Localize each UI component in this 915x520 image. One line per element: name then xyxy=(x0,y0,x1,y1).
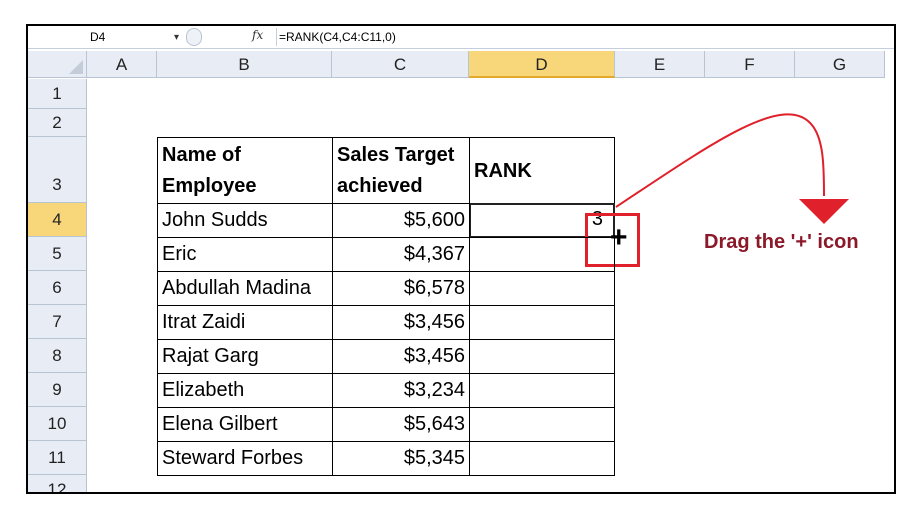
table-cell-name[interactable]: Abdullah Madina xyxy=(157,271,333,306)
table-cell-name[interactable]: Eric xyxy=(157,237,333,272)
column-header-d[interactable]: D xyxy=(469,51,615,78)
annotation-label: Drag the '+' icon xyxy=(704,231,859,253)
table-cell-name[interactable]: Steward Forbes xyxy=(157,441,333,476)
selected-cell-value: 3 xyxy=(591,208,603,230)
name-box-value: D4 xyxy=(90,30,106,44)
row-header-11[interactable]: 11 xyxy=(28,441,87,475)
table-cell-sales[interactable]: $5,345 xyxy=(332,441,470,476)
table-cell-name[interactable]: Elena Gilbert xyxy=(157,407,333,442)
spreadsheet-window: D4 ▾ fx =RANK(C4,C4:C11,0) A B C D E F G… xyxy=(26,24,896,494)
table-cell-rank[interactable] xyxy=(469,407,615,442)
column-header-f[interactable]: F xyxy=(705,51,795,78)
header-sales-line2: achieved xyxy=(337,175,423,197)
header-name-line2: Employee xyxy=(162,175,257,197)
formula-bar: D4 ▾ fx =RANK(C4,C4:C11,0) xyxy=(28,26,894,49)
table-cell-sales[interactable]: $4,367 xyxy=(332,237,470,272)
table-cell-name[interactable]: John Sudds xyxy=(157,203,333,238)
row-header-8[interactable]: 8 xyxy=(28,339,87,373)
table-cell-sales[interactable]: $3,456 xyxy=(332,339,470,374)
formula-input[interactable]: =RANK(C4,C4:C11,0) xyxy=(276,28,889,46)
table-cell-rank[interactable] xyxy=(469,237,615,272)
row-header-10[interactable]: 10 xyxy=(28,407,87,441)
name-box[interactable]: D4 ▾ xyxy=(28,28,180,46)
table-cell-sales[interactable]: $5,643 xyxy=(332,407,470,442)
row-header-7[interactable]: 7 xyxy=(28,305,87,339)
chevron-down-icon[interactable]: ▾ xyxy=(174,32,180,43)
row-header-6[interactable]: 6 xyxy=(28,271,87,305)
column-header-c[interactable]: C xyxy=(332,51,469,78)
column-header-g[interactable]: G xyxy=(795,51,885,78)
table-cell-name[interactable]: Elizabeth xyxy=(157,373,333,408)
select-all-corner[interactable] xyxy=(28,51,87,78)
table-cell-rank[interactable] xyxy=(469,305,615,340)
table-cell-sales[interactable]: $3,234 xyxy=(332,373,470,408)
table-cell-rank[interactable] xyxy=(469,339,615,374)
column-header-a[interactable]: A xyxy=(87,51,157,78)
row-header-12[interactable]: 12 xyxy=(28,475,87,492)
table-cell-sales[interactable]: $6,578 xyxy=(332,271,470,306)
fill-handle-highlight xyxy=(585,213,640,267)
table-cell-name[interactable]: Itrat Zaidi xyxy=(157,305,333,340)
column-headers: A B C D E F G xyxy=(28,51,894,79)
row-header-3[interactable]: 3 xyxy=(28,137,87,203)
table-cell-sales[interactable]: $3,456 xyxy=(332,305,470,340)
column-header-b[interactable]: B xyxy=(157,51,332,78)
formula-bar-splitter[interactable] xyxy=(186,28,202,46)
row-header-2[interactable]: 2 xyxy=(28,109,87,137)
header-sales-line1: Sales Target xyxy=(337,144,455,166)
column-header-e[interactable]: E xyxy=(615,51,705,78)
table-cell-rank[interactable] xyxy=(469,373,615,408)
header-name-line1: Name of xyxy=(162,144,241,166)
arrow-curve xyxy=(615,113,825,208)
table-cell-sales[interactable]: $5,600 xyxy=(332,203,470,238)
table-cell-name[interactable]: Rajat Garg xyxy=(157,339,333,374)
annotation-arrow xyxy=(615,113,849,224)
arrow-head-icon xyxy=(799,199,849,224)
table-cell-rank[interactable] xyxy=(469,271,615,306)
row-header-5[interactable]: 5 xyxy=(28,237,87,271)
row-header-4[interactable]: 4 xyxy=(28,203,87,237)
function-icon[interactable]: fx xyxy=(252,28,264,42)
table-cell-rank[interactable] xyxy=(469,441,615,476)
row-header-9[interactable]: 9 xyxy=(28,373,87,407)
row-header-1[interactable]: 1 xyxy=(28,79,87,109)
header-cell-sales[interactable]: Sales Target achieved xyxy=(332,137,470,204)
select-all-icon xyxy=(69,60,83,74)
